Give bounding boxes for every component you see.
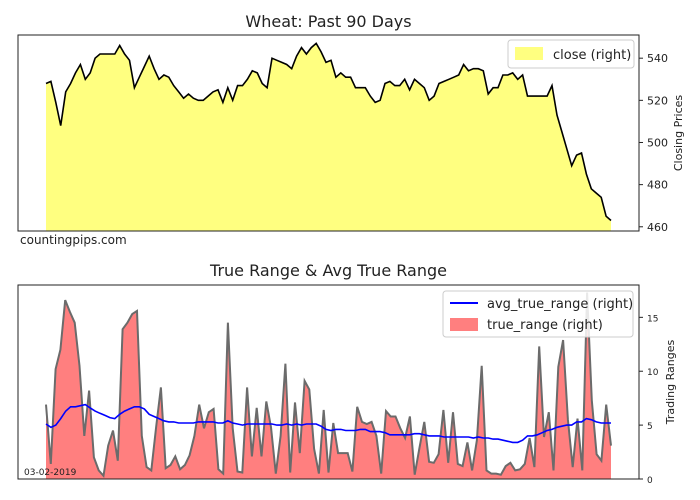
range-legend: avg_true_range (right) true_range (right… [442, 290, 634, 338]
avg-true-range-legend-label: avg_true_range (right) [487, 297, 633, 312]
range-legend-box [442, 290, 634, 338]
true-range-legend-label: true_range (right) [487, 318, 603, 333]
price-tick-label-540: 540 [647, 52, 668, 65]
range-tick-label-0: 0 [647, 476, 653, 486]
range-y-axis: 0 5 10 15 [639, 314, 659, 486]
price-tick-label-460: 460 [647, 221, 668, 234]
price-legend: close (right) [507, 39, 635, 69]
close-legend-swatch [515, 47, 543, 60]
chart-title-true-range: True Range & Avg True Range [209, 261, 447, 280]
watermark-countingpips: countingpips.com [20, 233, 127, 247]
close-line [45, 42, 612, 222]
price-tick-label-500: 500 [647, 136, 668, 149]
range-tick-label-15: 15 [647, 314, 658, 324]
true-range-legend-swatch [450, 318, 478, 331]
range-tick-label-5: 5 [647, 422, 653, 432]
range-tick-label-10: 10 [647, 368, 659, 378]
range-plot [45, 292, 612, 479]
price-y-axis-label: Closing Prices [672, 95, 685, 172]
range-plot-frame [17, 284, 640, 480]
chart-title-wheat: Wheat: Past 90 Days [245, 12, 411, 31]
price-tick-label-480: 480 [647, 179, 668, 192]
close-area [46, 43, 611, 232]
price-tick-label-520: 520 [647, 94, 668, 107]
price-y-axis: 460 480 500 520 540 [639, 52, 668, 234]
close-legend-label: close (right) [553, 48, 631, 63]
price-plot-frame [17, 34, 640, 232]
true-range-line [45, 292, 612, 479]
range-y-axis-label: Trading Ranges [664, 340, 677, 426]
avg-true-range-line [45, 403, 611, 444]
date-label: 03-02-2019 [24, 468, 77, 478]
price-plot [45, 42, 612, 232]
